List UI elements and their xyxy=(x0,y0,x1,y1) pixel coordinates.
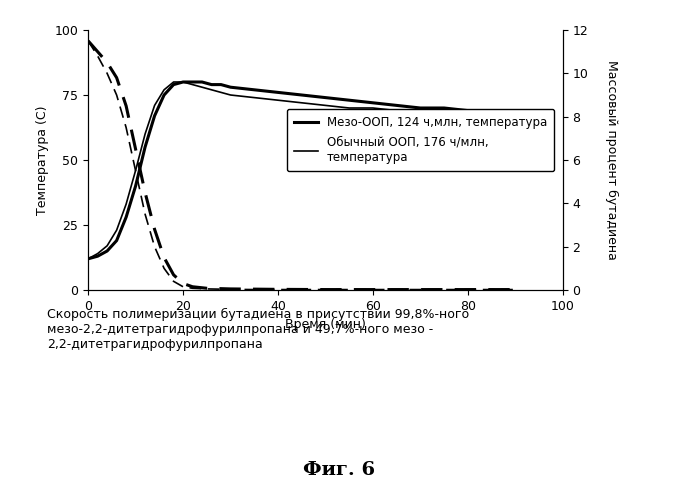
X-axis label: Время (мин): Время (мин) xyxy=(285,318,366,332)
Text: Скорость полимеризации бутадиена в присутствии 99,8%-ного
мезо-2,2-дитетрагидроф: Скорость полимеризации бутадиена в прису… xyxy=(47,308,470,350)
Text: Фиг. 6: Фиг. 6 xyxy=(303,461,375,479)
Y-axis label: Массовый процент бутадиена: Массовый процент бутадиена xyxy=(605,60,618,260)
Y-axis label: Температура (C): Температура (C) xyxy=(36,106,49,215)
Legend: Мезо-ООП, 124 ч,млн, температура, Обычный ООП, 176 ч/млн,
температура: Мезо-ООП, 124 ч,млн, температура, Обычны… xyxy=(287,108,555,171)
